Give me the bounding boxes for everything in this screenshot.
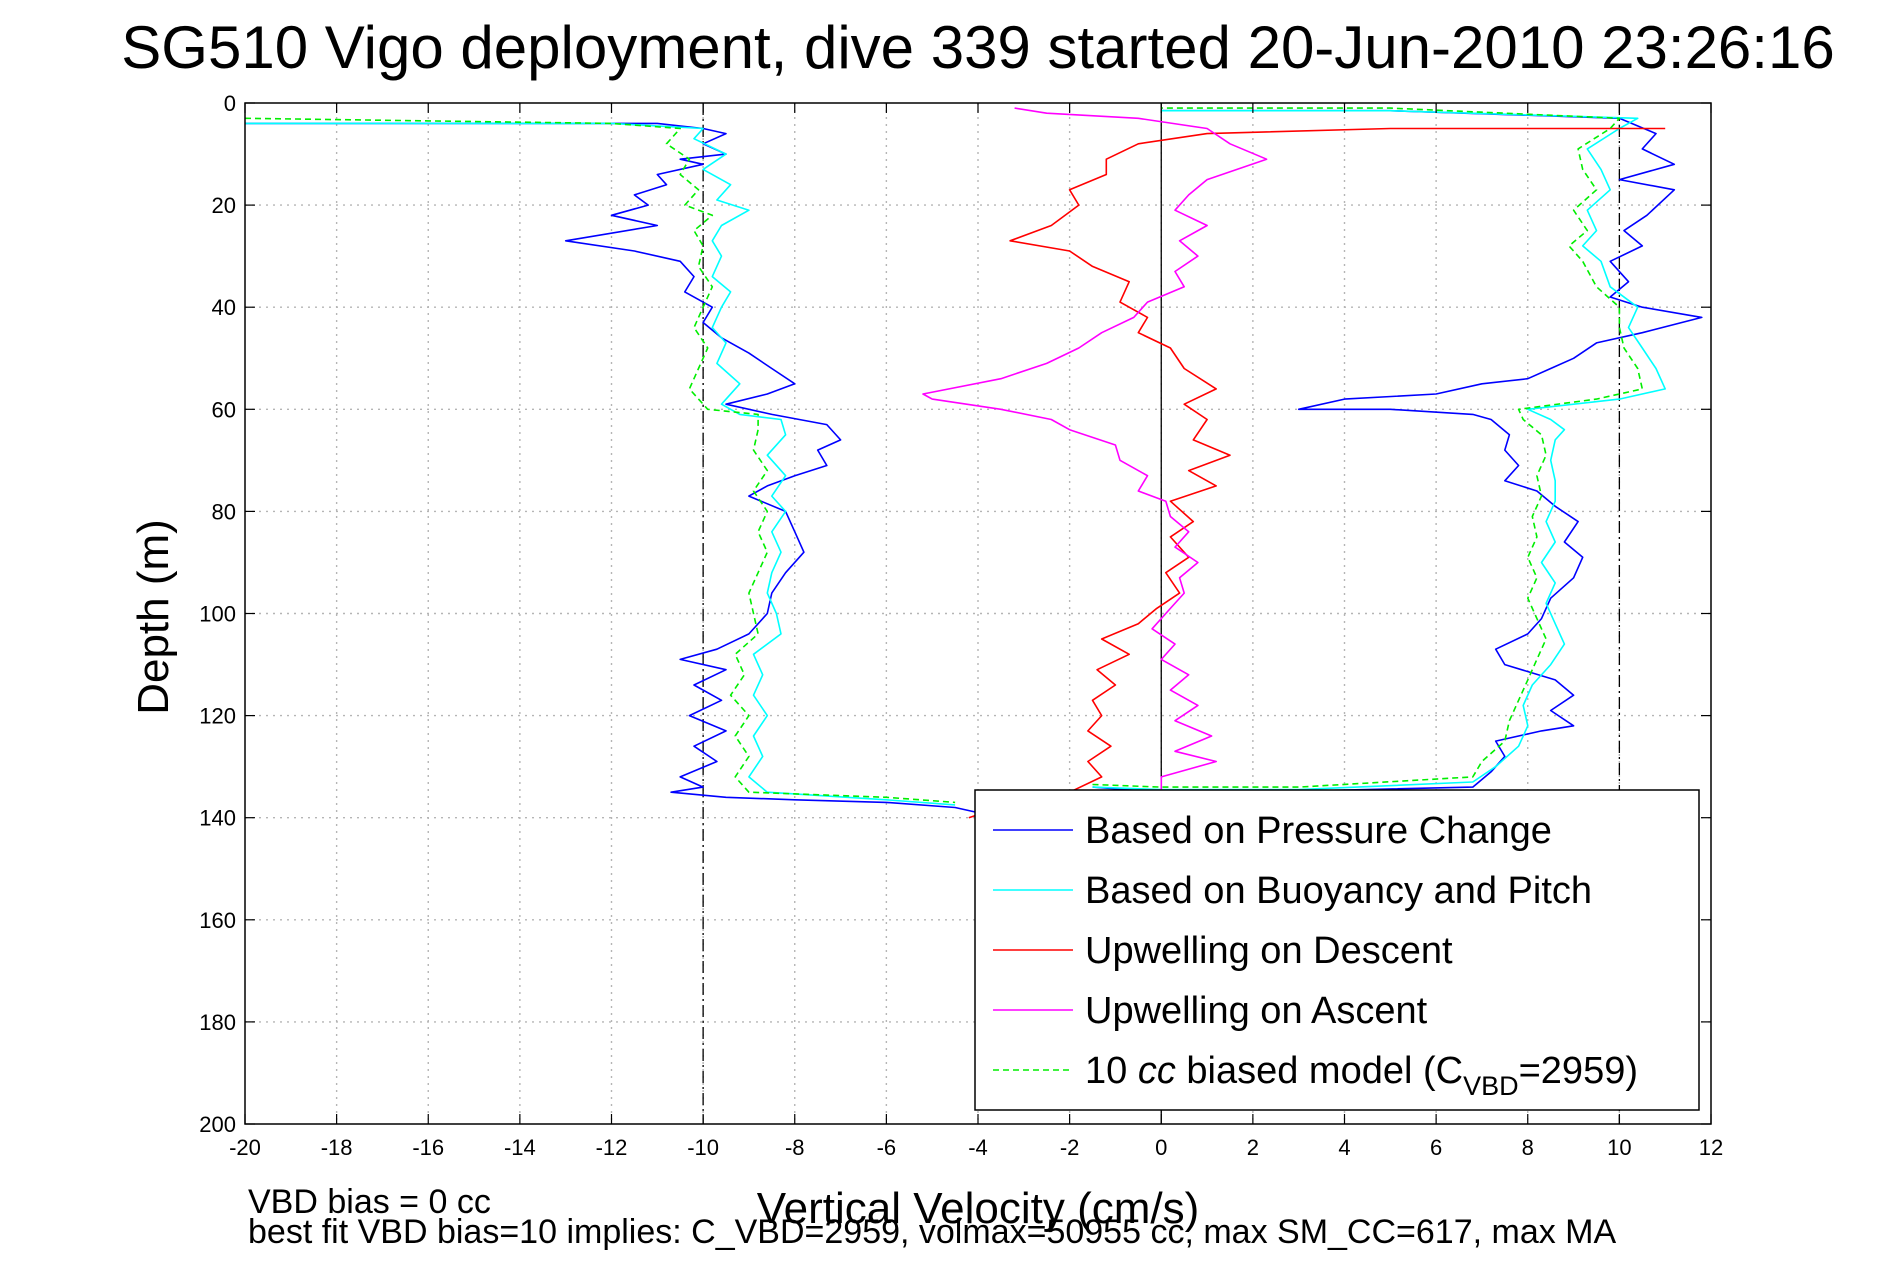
x-tick-label-0: -20 (229, 1135, 261, 1160)
series-layer (244, 107, 1703, 819)
x-tick-label-13: 6 (1430, 1135, 1442, 1160)
series-line-2 (245, 122, 956, 806)
y-tick-label-5: 100 (199, 602, 236, 627)
x-axis-ticks: -20 -18 -16 -14 -12 -10 -8 -6 -4 -2 0 2 4 6 8 10 12 (229, 103, 1723, 1160)
x-tick-label-12: 4 (1338, 1135, 1350, 1160)
y-tick-label-1: 20 (212, 193, 236, 218)
x-tick-label-7: -6 (877, 1135, 897, 1160)
series-line-1 (1092, 109, 1703, 794)
x-axis-label: Vertical Velocity (cm/s) (757, 1184, 1200, 1233)
legend-label-1: Based on Buoyancy and Pitch (1085, 870, 1592, 912)
y-tick-label-4: 80 (212, 499, 236, 524)
x-tick-label-5: -10 (687, 1135, 719, 1160)
legend-label-2: Upwelling on Descent (1085, 930, 1453, 972)
y-tick-label-10: 200 (199, 1112, 236, 1137)
y-axis-label: Depth (m) (129, 519, 178, 715)
x-tick-label-9: -2 (1060, 1135, 1080, 1160)
x-tick-label-1: -18 (321, 1135, 353, 1160)
legend-label-3: Upwelling on Ascent (1085, 990, 1428, 1032)
y-tick-label-9: 180 (199, 1010, 236, 1035)
series-line-4 (968, 127, 1666, 819)
series-line-5 (922, 107, 1268, 798)
x-tick-label-14: 8 (1522, 1135, 1534, 1160)
x-tick-label-3: -14 (504, 1135, 536, 1160)
legend-entries: Based on Pressure Change Based on Buoyanc… (993, 810, 1638, 1101)
x-tick-label-4: -12 (596, 1135, 628, 1160)
series-line-3 (1092, 109, 1666, 791)
y-tick-label-0: 0 (224, 91, 236, 116)
legend-label-0: Based on Pressure Change (1085, 810, 1552, 852)
legend: Based on Pressure Change Based on Buoyanc… (974, 789, 1700, 1111)
y-tick-label-2: 40 (212, 295, 236, 320)
x-tick-label-6: -8 (785, 1135, 805, 1160)
x-tick-label-11: 2 (1247, 1135, 1259, 1160)
x-tick-label-15: 10 (1607, 1135, 1631, 1160)
x-tick-label-10: 0 (1155, 1135, 1167, 1160)
legend-label-4: 10 cc biased model (CVBD=2959) (1085, 1050, 1638, 1101)
series-line-0 (245, 122, 979, 814)
series-line-7 (1092, 107, 1644, 788)
y-tick-label-7: 140 (199, 806, 236, 831)
series-line-6 (244, 117, 956, 804)
x-tick-label-2: -16 (412, 1135, 444, 1160)
y-axis-ticks: 0 20 40 60 80 100 120 140 160 180 200 (199, 91, 1711, 1137)
best-fit-note: best fit VBD bias=10 implies: C_VBD=2959… (248, 1213, 1617, 1251)
legend-box (974, 789, 1700, 1111)
x-tick-label-8: -4 (968, 1135, 988, 1160)
y-tick-label-6: 120 (199, 704, 236, 729)
y-tick-label-3: 60 (212, 397, 236, 422)
chart-title: SG510 Vigo deployment, dive 339 started … (121, 14, 1834, 81)
y-tick-label-8: 160 (199, 908, 236, 933)
vbd-bias-note: VBD bias = 0 cc (248, 1183, 491, 1221)
x-tick-label-16: 12 (1699, 1135, 1723, 1160)
